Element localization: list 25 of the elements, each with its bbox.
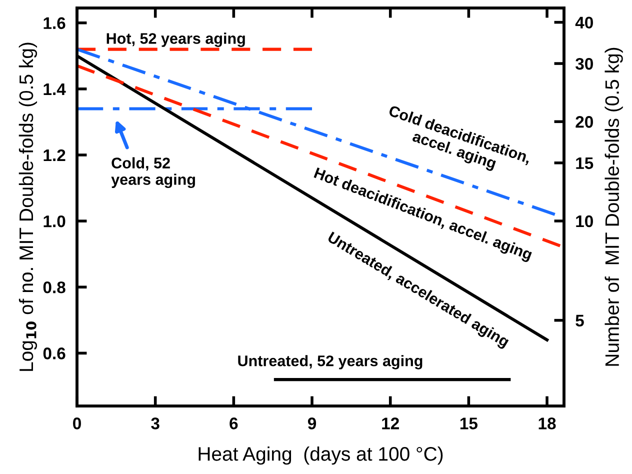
x-tick-label: 6 [230, 418, 238, 430]
y2-tick-label: 15 [576, 157, 594, 170]
y2-tick-label: 10 [576, 215, 593, 228]
x-tick-label: 18 [538, 418, 556, 430]
annotation: Untreated, 52 years aging [238, 355, 422, 370]
x-tick-label: 12 [382, 418, 399, 430]
y2-tick-label: 5 [576, 314, 584, 327]
y-tick-label: 0.8 [43, 281, 66, 294]
y-tick-label: 1.0 [44, 215, 66, 228]
y2-tick-label: 20 [576, 116, 593, 128]
y-tick-label: 1.6 [44, 17, 66, 30]
x-tick-label: 3 [151, 418, 160, 430]
y-axis-title: Log$_{10}$ of no. MIT Double-folds (0.5 kg) [18, 42, 38, 371]
y2-tick-label: 30 [575, 58, 593, 70]
y2-axis-title: Number of MIT Double-folds (0.5 kg) [604, 48, 623, 366]
x-tick-label: 0 [73, 418, 81, 430]
x-tick-label: 15 [460, 418, 478, 430]
y-tick-label: 0.6 [43, 348, 66, 360]
y-tick-label: 1.4 [44, 83, 66, 95]
annotation: Cold, 52 years aging [111, 157, 195, 188]
y-tick-label: 1.2 [44, 149, 66, 162]
x-tick-label: 9 [308, 418, 316, 430]
y2-tick-label: 40 [575, 16, 593, 29]
x-axis-title: Heat Aging (days at 100 °C) [198, 446, 443, 465]
annotation: Hot, 52 years aging [106, 32, 245, 47]
